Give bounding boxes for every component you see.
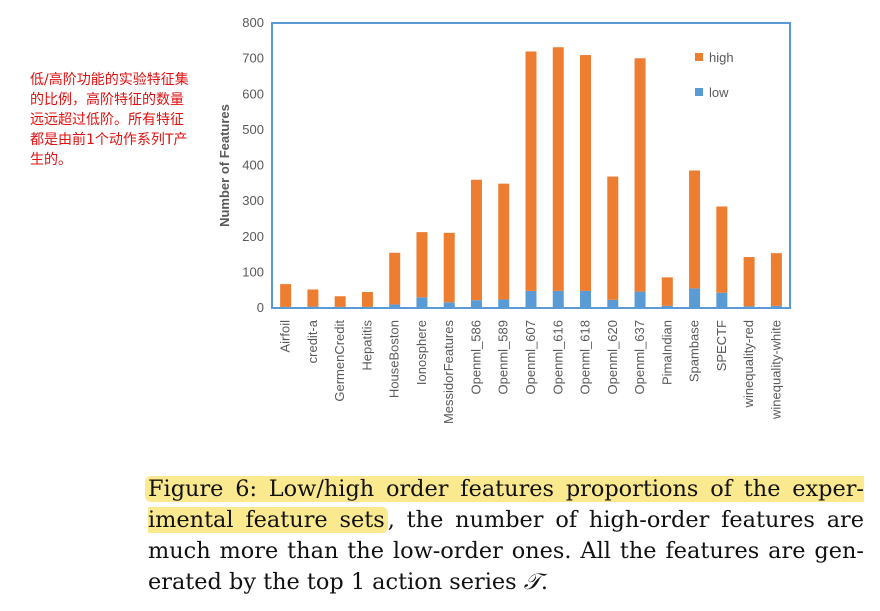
bar-high-Hepatitis <box>361 291 373 307</box>
y-tick-label: 100 <box>242 264 264 279</box>
bar-high-Openml_637 <box>634 58 646 292</box>
y-tick-label: 200 <box>242 229 264 244</box>
x-tick-label: Openml_616 <box>550 320 565 394</box>
x-tick-label: Openml_589 <box>496 320 511 394</box>
bar-low-PimaIndian <box>661 305 673 308</box>
bar-high-GermenCredit <box>334 296 346 307</box>
legend-swatch-low <box>695 88 703 96</box>
bar-high-SPECTF <box>716 206 728 293</box>
bar-low-Openml_637 <box>634 291 646 308</box>
caption-end: . <box>540 569 548 595</box>
bar-high-credit-a <box>307 289 319 307</box>
y-axis-label: Number of Features <box>217 104 232 227</box>
bar-high-winequality-red <box>743 257 755 307</box>
bar-high-Ionosphere <box>416 232 428 298</box>
bar-low-Airfoil <box>280 306 292 308</box>
bar-high-Spambase <box>689 170 701 289</box>
bar-low-Spambase <box>689 288 701 308</box>
bar-high-Airfoil <box>280 284 292 307</box>
caption-text: , the number of high-order features are … <box>148 507 865 595</box>
bar-low-SPECTF <box>716 292 728 308</box>
bar-high-Openml_616 <box>552 47 564 291</box>
bar-high-PimaIndian <box>661 277 673 306</box>
x-tick-label: Spambase <box>687 320 702 382</box>
x-tick-label: SPECTF <box>714 320 729 371</box>
bar-low-Openml_607 <box>525 290 537 308</box>
x-tick-label: Openml_586 <box>468 320 483 394</box>
y-tick-label: 300 <box>242 193 264 208</box>
caption-symbol: 𝒯 <box>523 569 541 595</box>
bar-high-HouseBoston <box>389 252 401 305</box>
legend-label-high: high <box>709 50 734 65</box>
x-tick-label: MessidorFeatures <box>441 320 456 425</box>
x-tick-label: credit-a <box>305 319 320 363</box>
bar-high-Openml_620 <box>607 176 619 300</box>
x-tick-label: Hepatitis <box>359 320 374 371</box>
bar-low-winequality-red <box>743 306 755 308</box>
legend-swatch-high <box>695 53 703 61</box>
stacked-bar-chart: 0 100 200 300 400 500 600 700 800 Airfoil credit-… <box>217 15 791 424</box>
bar-low-Ionosphere <box>416 297 428 308</box>
bar-low-MessidorFeatures <box>443 302 455 308</box>
figure-caption: Figure 6: Low/high order features propor… <box>145 474 865 598</box>
bars-group <box>280 47 782 308</box>
y-tick-label: 400 <box>242 158 264 173</box>
x-tick-label: Openml_618 <box>578 320 593 394</box>
y-tick-label: 700 <box>242 51 264 66</box>
y-axis: 0 100 200 300 400 500 600 700 800 <box>242 15 264 315</box>
bar-low-HouseBoston <box>389 304 401 308</box>
x-tick-label: Airfoil <box>278 320 293 353</box>
x-tick-label: PimaIndian <box>659 320 674 385</box>
bar-high-Openml_607 <box>525 51 537 291</box>
bar-low-Openml_586 <box>470 300 482 308</box>
x-tick-label: GermenCredit <box>332 320 347 402</box>
bar-high-Openml_618 <box>580 55 592 291</box>
x-tick-label: Openml_637 <box>632 320 647 394</box>
x-tick-label: winequality-white <box>768 320 783 420</box>
chinese-annotation-note: 低/高阶功能的实验特征集的比例，高阶特征的数量远远超过低阶。所有特征都是由前1个… <box>30 72 189 168</box>
y-tick-label: 500 <box>242 122 264 137</box>
x-tick-label: Openml_620 <box>605 320 620 394</box>
bar-high-Openml_589 <box>498 183 510 300</box>
y-tick-label: 600 <box>242 86 264 101</box>
x-tick-label: Ionosphere <box>414 320 429 385</box>
legend: high low <box>695 50 734 100</box>
bar-low-Openml_589 <box>498 299 510 308</box>
bar-low-credit-a <box>307 306 319 308</box>
x-tick-label: Openml_607 <box>523 320 538 394</box>
x-tick-label: HouseBoston <box>387 320 402 398</box>
bar-high-Openml_586 <box>470 179 482 301</box>
y-tick-label: 0 <box>257 300 264 315</box>
bar-low-GermenCredit <box>334 306 346 308</box>
bar-low-Openml_616 <box>552 290 564 308</box>
bar-low-Openml_620 <box>607 299 619 308</box>
x-axis: Airfoil credit-a GermenCredit Hepatitis Hous… <box>278 319 784 424</box>
bar-low-Openml_618 <box>580 290 592 308</box>
legend-label-low: low <box>709 85 729 100</box>
y-tick-label: 800 <box>242 15 264 30</box>
bar-high-winequality-white <box>770 253 782 306</box>
bar-high-MessidorFeatures <box>443 232 455 303</box>
bar-low-Hepatitis <box>361 306 373 308</box>
x-tick-label: winequality-red <box>741 320 756 408</box>
bar-low-winequality-white <box>770 305 782 308</box>
